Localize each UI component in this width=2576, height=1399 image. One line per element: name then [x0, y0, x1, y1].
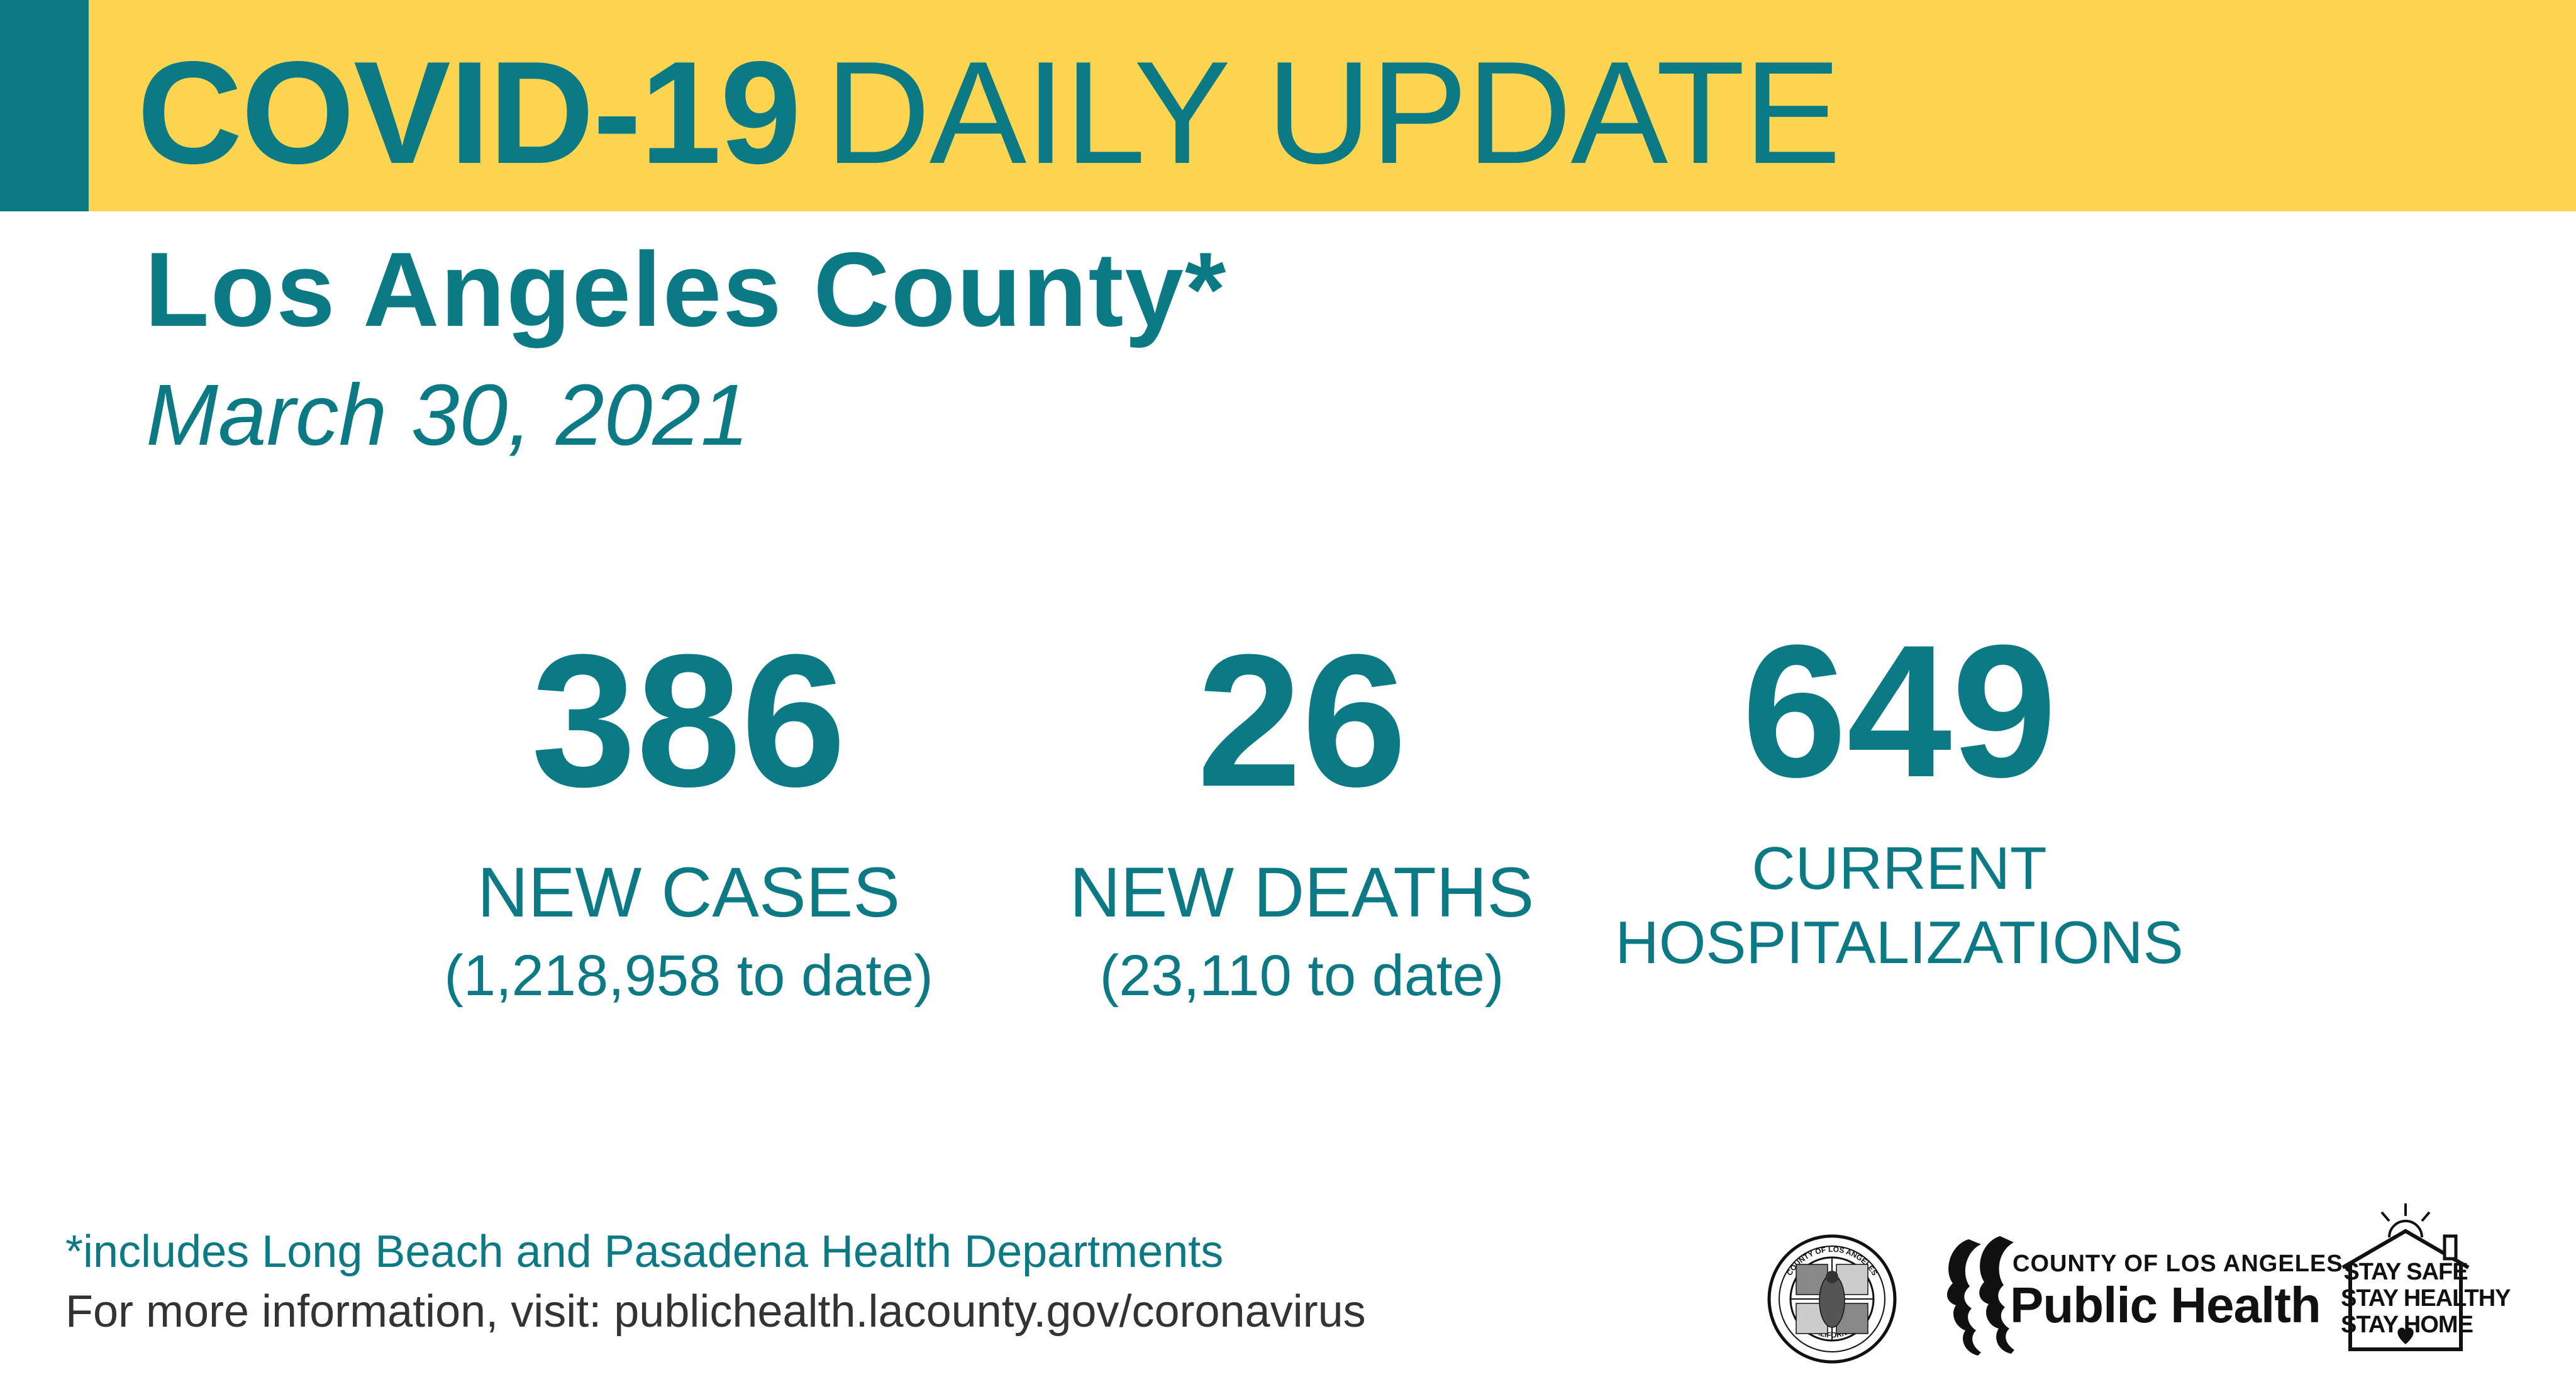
header-title-strong: COVID-19: [137, 31, 801, 194]
hospitalizations-label-line1: CURRENT: [1752, 835, 2047, 902]
new-cases-label: NEW CASES: [477, 853, 901, 932]
public-health-name: Public Health: [2010, 1277, 2321, 1333]
new-deaths-total: (23,110 to date): [1099, 944, 1504, 1008]
stay-safe-line1: STAY SAFE: [2343, 1259, 2468, 1285]
header-band: [0, 0, 2576, 211]
county-title: Los Angeles County*: [145, 230, 1228, 348]
new-deaths-label: NEW DEATHS: [1069, 853, 1535, 932]
stay-safe-line3: STAY HOME: [2341, 1312, 2473, 1338]
stat-hospitalizations: 649 CURRENT HOSPITALIZATIONS: [1610, 616, 2189, 980]
stay-safe-line2: STAY HEALTHY: [2341, 1285, 2511, 1312]
hospitalizations-label-line2: HOSPITALIZATIONS: [1615, 909, 2184, 976]
new-deaths-value: 26: [1197, 615, 1407, 826]
public-health-logo-icon: [1946, 1236, 2014, 1356]
update-date: March 30, 2021: [146, 367, 749, 464]
new-cases-value: 386: [531, 615, 847, 826]
stat-new-deaths: 26 NEW DEATHS (23,110 to date): [1031, 626, 1572, 1013]
stat-new-cases: 386 NEW CASES (1,218,958 to date): [390, 626, 987, 1013]
hospitalizations-value: 649: [1741, 605, 2057, 817]
header-accent-bar: [0, 0, 89, 211]
header-title: COVID-19 DAILY UPDATE: [137, 38, 1841, 189]
more-info-link[interactable]: For more information, visit: publichealt…: [65, 1286, 1366, 1337]
stay-safe-house-icon: [2341, 1203, 2470, 1351]
header-title-light: DAILY UPDATE: [825, 31, 1841, 194]
footnote: *includes Long Beach and Pasadena Health…: [65, 1227, 1224, 1277]
county-seal-icon: COUNTY OF LOS ANGELES CALIFORNIA: [1767, 1234, 1897, 1364]
new-cases-total: (1,218,958 to date): [444, 944, 933, 1008]
public-health-county: COUNTY OF LOS ANGELES: [2012, 1251, 2343, 1277]
